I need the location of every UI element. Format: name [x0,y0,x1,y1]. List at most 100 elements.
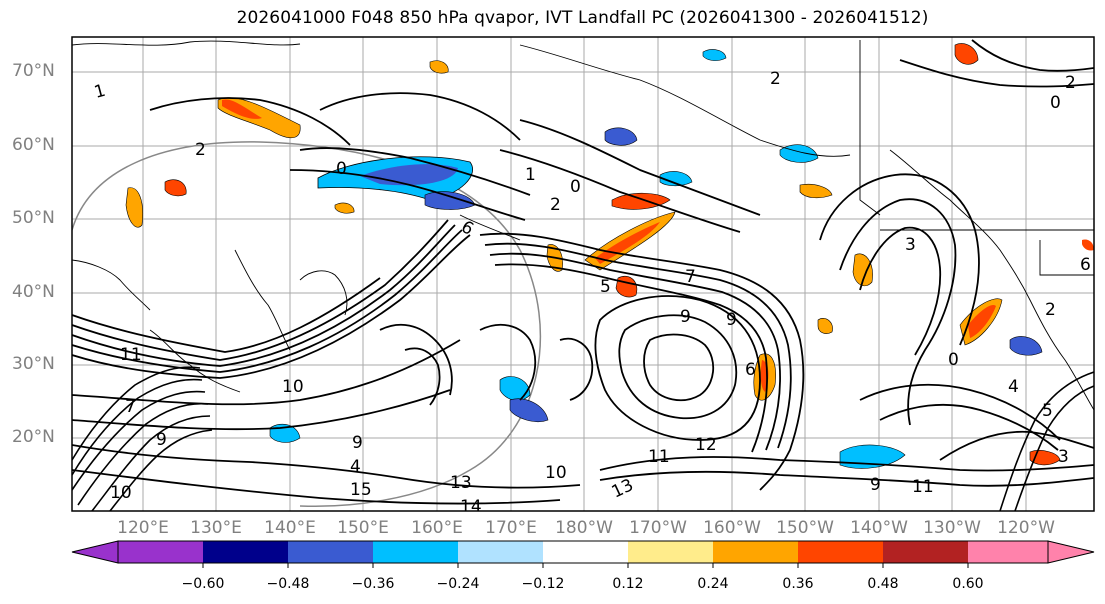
ivt-contours-dense [72,366,1094,511]
colorbar-segment [713,541,798,563]
colorbar-segment [543,541,628,563]
positive-anomaly-blob [1082,239,1094,251]
positive-anomaly-blob [222,99,262,119]
contour-label: 10 [110,483,132,503]
colorbar-tick-label: −0.60 [181,576,225,592]
contour-label: 2 [770,69,781,89]
positive-anomaly-blob [852,253,873,287]
map-title: 2026041000 F048 850 hPa qvapor, IVT Land… [236,8,929,28]
positive-anomaly-blob [334,202,355,214]
landfall-region-outline [72,141,542,508]
contour-label: 11 [912,477,934,497]
contour-label: 11 [120,345,142,365]
map-frame [71,36,1095,512]
longitude-label: 150°W [776,518,834,538]
longitude-label: 120°W [997,518,1055,538]
contour-label: 2 [1045,300,1056,320]
colorbar-segment [968,541,1048,563]
colorbar-segment [798,541,883,563]
contour-label: 10 [545,463,567,483]
longitude-label: 130°E [190,518,242,538]
colorbar-segment [203,541,288,563]
negative-anomaly-blob [1009,336,1043,356]
colorbar-tick-label: 0.24 [697,576,729,592]
positive-anomaly-blob [968,304,996,338]
colorbar-tick-label: 0.60 [952,576,984,592]
contour-label: 9 [680,307,691,327]
contour-label: 5 [600,277,611,297]
positive-anomaly-blob [799,183,833,199]
contour-label: 5 [1042,401,1053,421]
positive-anomaly-blob [817,318,833,334]
colorbar-tick-label: 0.36 [782,576,814,592]
longitude-label: 160°E [411,518,463,538]
longitude-label: 170°W [629,518,687,538]
contour-label: 9 [726,310,737,330]
longitude-label: 140°E [264,518,316,538]
colorbar-tick-label: −0.12 [521,576,565,592]
contour-label: 0 [336,159,347,179]
contour-label: 1 [92,81,108,103]
negative-anomaly-blob [702,49,727,61]
latitude-label: 20°N [12,427,55,447]
colorbar-tick-label: −0.24 [436,576,480,592]
contour-label: 9 [156,430,167,450]
colorbar-tick-label: 0.48 [867,576,899,592]
longitude-label: 170°E [485,518,537,538]
colorbar-segment [118,541,203,563]
positive-anomaly-blob [954,43,979,65]
coastlines [72,40,1094,411]
colorbar-segment [628,541,713,563]
colorbar-min-extension [71,540,119,564]
contour-label: 6 [1080,255,1091,275]
contour-label: 2 [195,140,206,160]
colorbar-tick-label: −0.36 [351,576,395,592]
contour-label: 0 [570,177,581,197]
contour-label: 1 [525,165,536,185]
positive-anomaly-blob [164,179,187,197]
positive-anomaly-blob [429,60,449,74]
colorbar-tick-label: −0.48 [266,576,310,592]
longitude-label: 130°W [923,518,981,538]
ivt-contours [72,39,1094,505]
longitude-label: 180°W [555,518,613,538]
longitude-label: 150°E [337,518,389,538]
contour-label: 3 [905,235,916,255]
longitude-label: 120°E [117,518,169,538]
colorbar-tick-label: 0.12 [612,576,644,592]
colorbar-segment [288,541,373,563]
contour-label: 2 [550,195,561,215]
contour-label: 7 [685,267,696,287]
latitude-label: 70°N [12,61,55,81]
contour-label: 13 [450,473,472,493]
contour-label: 0 [948,350,959,370]
positive-anomaly-blob [595,222,660,264]
latitude-label: 30°N [12,354,55,374]
colorbar-segment [373,541,458,563]
latitude-label: 50°N [12,208,55,228]
qvapor-anomaly-fills [125,43,1094,469]
contour-label: 0 [1050,93,1061,113]
contour-label: 4 [350,457,361,477]
negative-anomaly-blob [604,127,638,146]
contour-label: 6 [745,360,756,380]
contour-label: 9 [352,433,363,453]
contour-label: 12 [695,435,717,455]
colorbar-segment [458,541,543,563]
colorbar [71,540,1095,568]
latitude-label: 40°N [12,282,55,302]
negative-anomaly-blob [509,398,549,422]
longitude-label: 140°W [850,518,908,538]
colorbar-segment [883,541,968,563]
colorbar-max-extension [1047,540,1095,564]
contour-label: 15 [350,480,372,500]
positive-anomaly-blob [611,192,671,210]
negative-anomaly-blob [659,171,693,187]
contour-label: 10 [282,377,304,397]
contour-label: 11 [648,447,670,467]
contour-label: 4 [1008,377,1019,397]
contour-label: 9 [870,475,881,495]
negative-anomaly-blob [499,376,531,401]
contour-label: 7 [125,397,136,417]
